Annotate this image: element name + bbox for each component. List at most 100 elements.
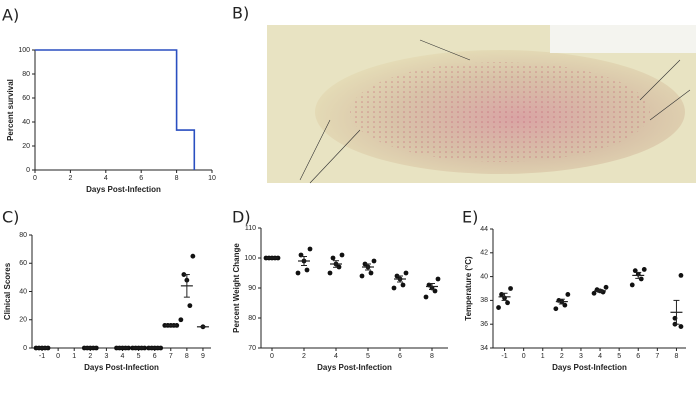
y-axis-label: Clinical Scores	[3, 262, 12, 320]
x-tick-label: -1	[39, 353, 45, 360]
photo	[267, 25, 696, 184]
x-tick-label: 0	[56, 353, 60, 360]
y-tick-label: 110	[245, 225, 256, 232]
y-tick-label: 100	[244, 255, 256, 262]
y-tick-label: 44	[480, 226, 488, 233]
y-tick-label: 0	[26, 167, 30, 174]
x-tick-label: 3	[579, 353, 583, 360]
data-point	[505, 300, 510, 306]
y-tick-label: 90	[248, 285, 256, 292]
x-tick-label: 8	[430, 353, 434, 360]
x-axis-label: Days Post-Infection	[84, 363, 159, 372]
panel-label: B)	[232, 4, 249, 23]
x-tick-label: 2	[302, 353, 306, 360]
data-point	[508, 286, 513, 291]
x-tick-label: 1	[541, 353, 545, 360]
y-tick-label: 100	[18, 47, 30, 54]
y-tick-label: 38	[480, 297, 488, 304]
x-tick-label: 6	[636, 353, 640, 360]
x-tick-label: 4	[598, 353, 602, 360]
data-point	[295, 270, 301, 276]
y-tick-label: 80	[19, 232, 27, 239]
y-tick-label: 40	[22, 119, 30, 126]
x-tick-label: 7	[169, 353, 173, 360]
y-tick-label: 60	[19, 260, 27, 267]
data-point	[638, 276, 644, 282]
x-tick-label: 4	[121, 353, 125, 360]
data-point	[435, 276, 441, 282]
x-tick-label: 8	[175, 175, 179, 182]
data-point	[330, 255, 336, 261]
data-point	[603, 284, 609, 290]
y-axis-label: Temperature (°C)	[464, 256, 473, 321]
y-tick-label: 20	[22, 143, 30, 150]
x-tick-label: 8	[185, 353, 189, 360]
x-tick-label: 1	[72, 353, 76, 360]
x-axis-label: Days Post-Infection	[552, 363, 627, 372]
x-tick-label: 0	[522, 353, 526, 360]
y-tick-label: 40	[19, 288, 27, 295]
data-point	[327, 270, 333, 276]
data-point	[187, 303, 193, 309]
x-tick-label: 6	[398, 353, 402, 360]
data-point	[629, 282, 635, 288]
x-tick-label: 4	[334, 353, 338, 360]
data-point	[496, 305, 501, 310]
data-point	[307, 246, 313, 252]
data-point	[553, 306, 559, 312]
y-tick-label: 80	[248, 315, 256, 322]
x-tick-label: 4	[104, 175, 108, 182]
x-tick-label: 2	[88, 353, 92, 360]
data-point	[371, 258, 377, 264]
x-axis-label: Days Post-Infection	[317, 363, 392, 372]
y-tick-label: 60	[22, 95, 30, 102]
x-tick-label: 0	[270, 353, 274, 360]
x-tick-label: 6	[153, 353, 157, 360]
y-tick-label: 0	[23, 345, 27, 352]
data-point	[423, 294, 429, 300]
panel-label: D)	[232, 208, 251, 227]
y-tick-label: 40	[480, 273, 488, 280]
x-tick-label: 2	[68, 175, 72, 182]
panel-label: C)	[2, 208, 19, 227]
x-tick-label: 7	[655, 353, 659, 360]
data-point	[368, 270, 374, 276]
y-axis-label: Percent Weight Change	[232, 243, 241, 333]
x-tick-label: 5	[137, 353, 141, 360]
x-tick-label: 3	[104, 353, 108, 360]
x-tick-label: 0	[33, 175, 37, 182]
x-tick-label: 8	[674, 353, 678, 360]
panel-label: E)	[462, 208, 478, 227]
data-point	[678, 273, 684, 278]
data-point	[391, 285, 397, 291]
x-tick-label: 5	[617, 353, 621, 360]
y-tick-label: 34	[480, 345, 488, 352]
x-tick-label: 9	[201, 353, 205, 360]
survival-line	[35, 49, 196, 170]
x-tick-label: 10	[208, 175, 216, 182]
data-point	[359, 273, 365, 279]
data-point	[565, 292, 571, 297]
data-point	[641, 267, 647, 272]
data-point	[400, 282, 406, 288]
x-tick-label: 2	[560, 353, 564, 360]
x-tick-label: 5	[366, 353, 370, 360]
x-tick-label: -1	[501, 353, 507, 360]
y-tick-label: 70	[248, 345, 256, 352]
data-point	[190, 253, 196, 259]
y-tick-label: 80	[22, 71, 30, 78]
data-point	[304, 267, 310, 273]
data-point	[591, 290, 597, 296]
x-axis-label: Days Post-Infection	[86, 185, 161, 194]
y-tick-label: 42	[480, 250, 488, 257]
data-point	[632, 268, 638, 274]
data-point	[678, 324, 684, 329]
data-point	[339, 252, 345, 258]
data-point	[403, 270, 409, 276]
y-tick-label: 36	[480, 321, 488, 328]
y-axis-label: Percent survival	[6, 79, 15, 141]
x-tick-label: 6	[139, 175, 143, 182]
y-tick-label: 20	[19, 317, 27, 324]
data-point	[178, 317, 184, 323]
